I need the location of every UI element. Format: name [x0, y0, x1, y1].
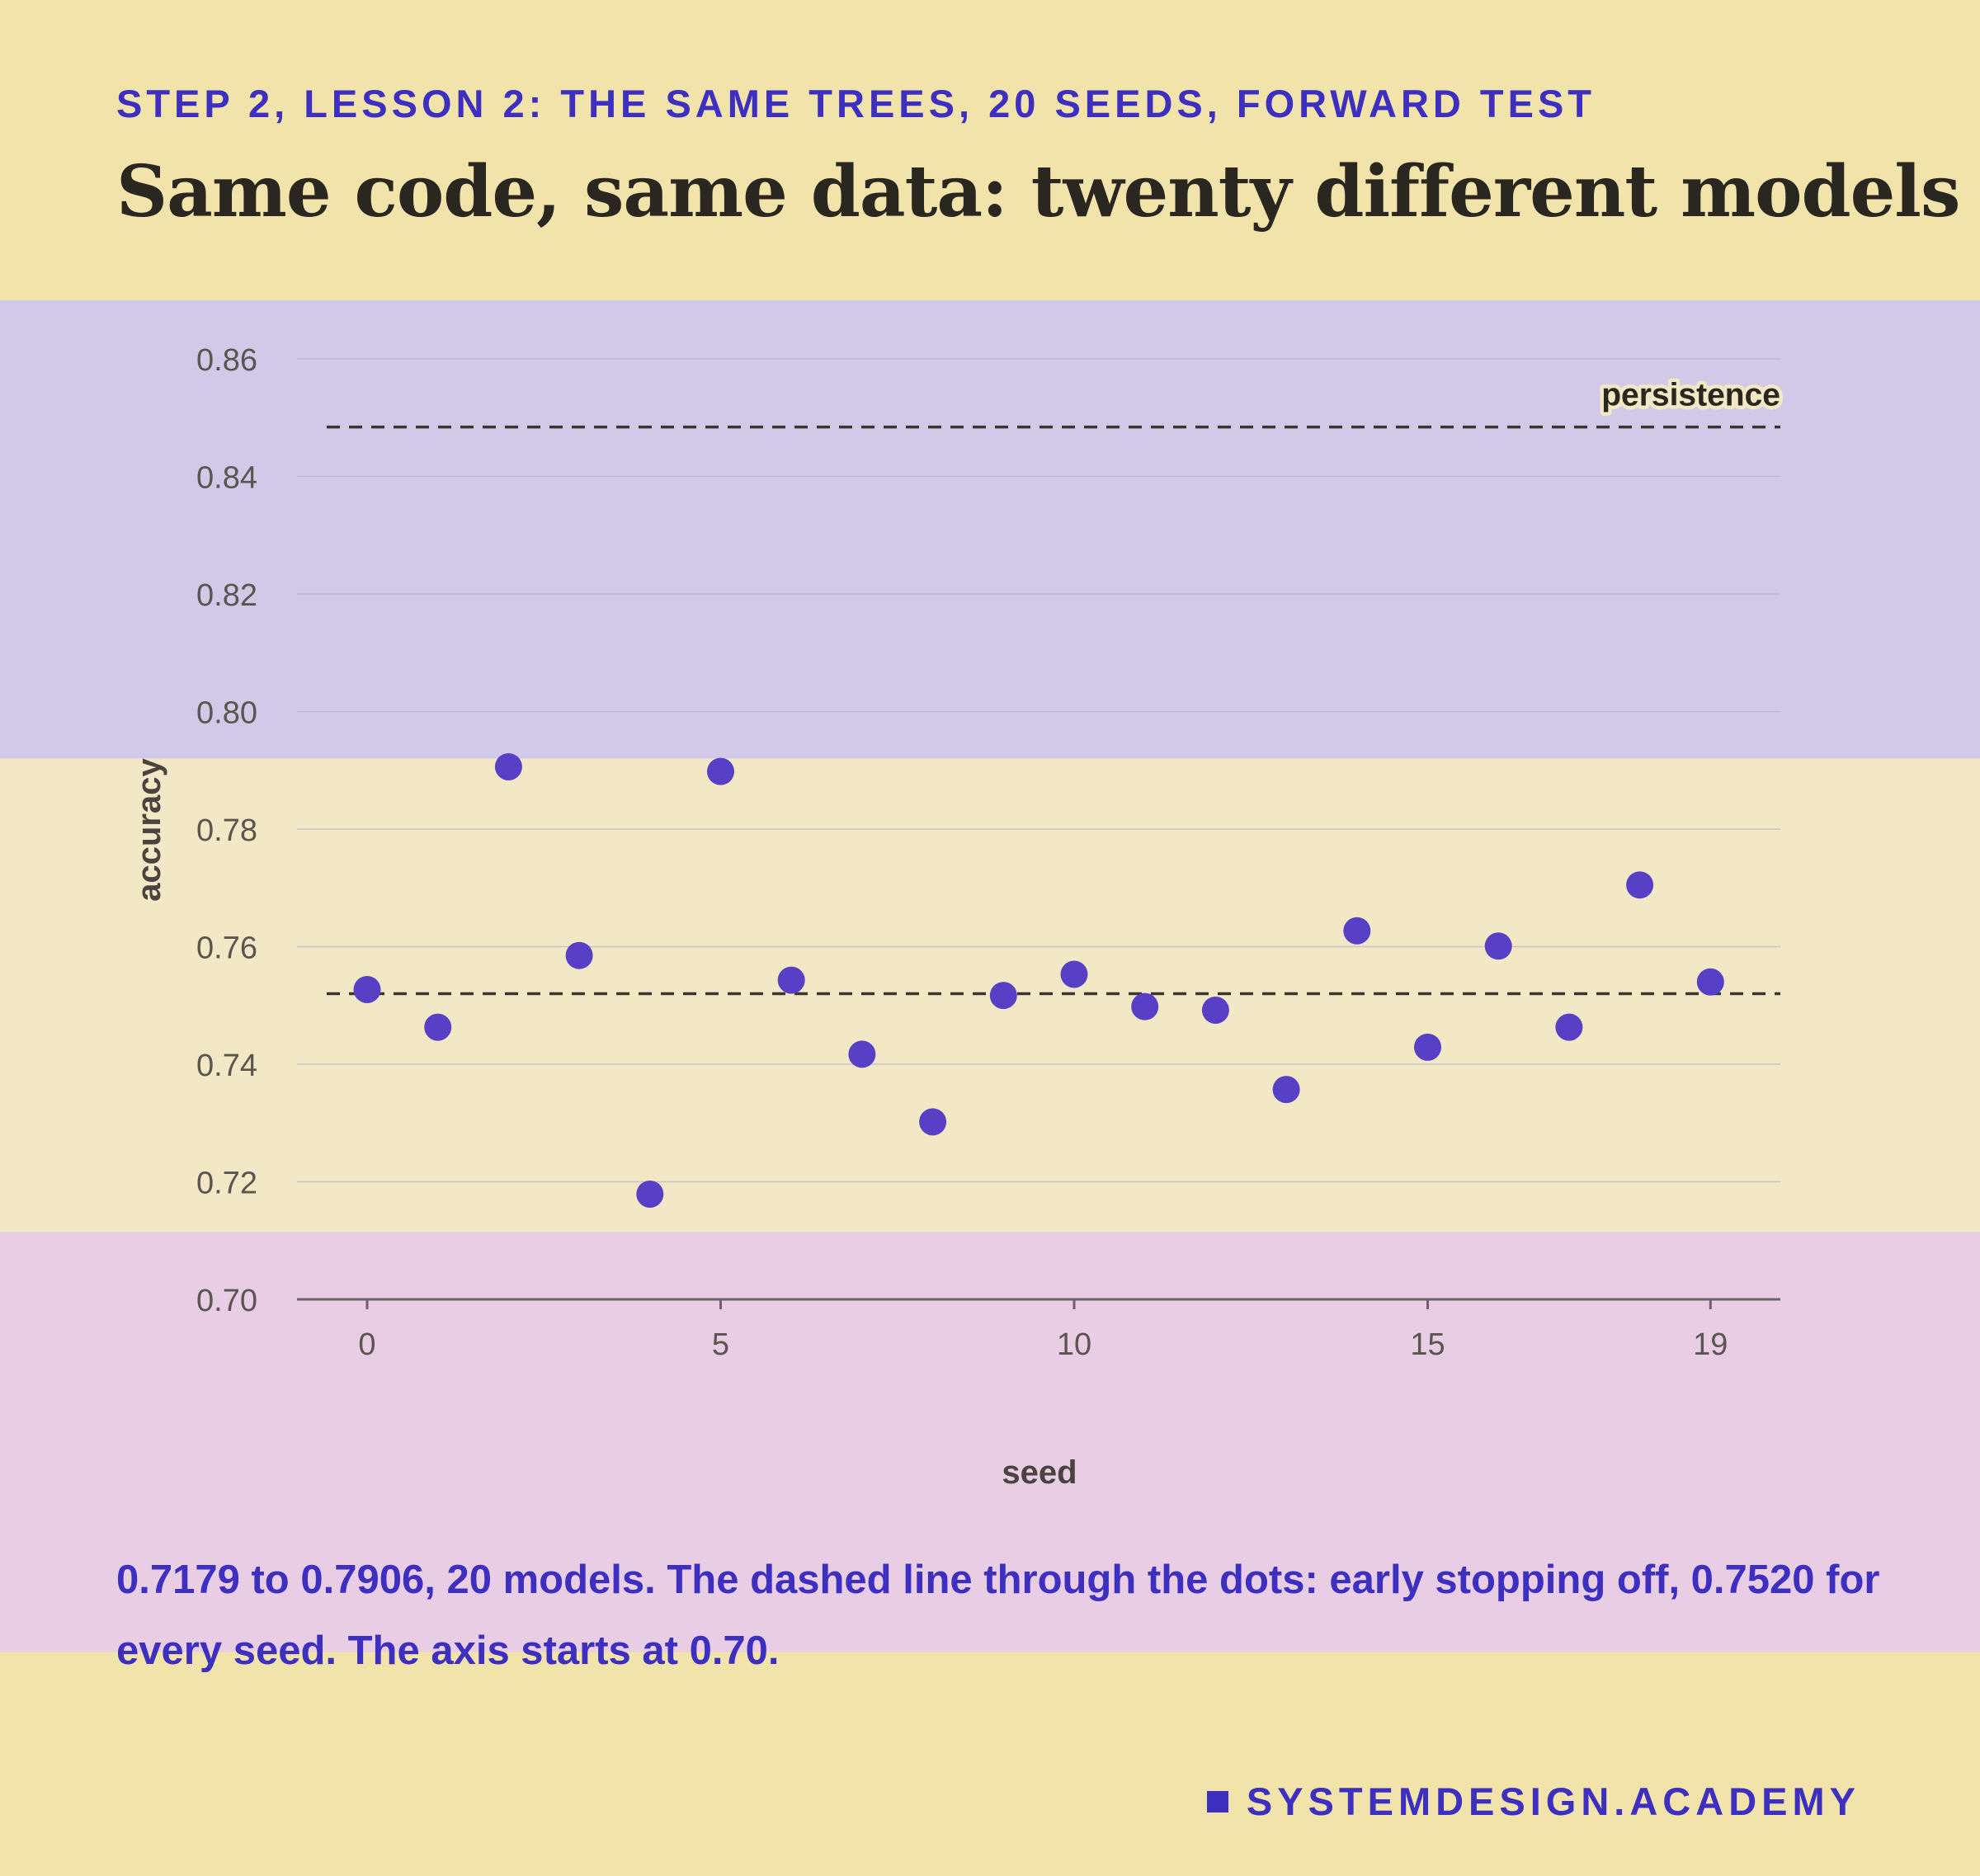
data-point-seed-17 [1555, 1013, 1583, 1041]
y-axis-label: accuracy [131, 758, 167, 902]
data-point-seed-3 [565, 941, 593, 969]
page-title: Same code, same data: twenty different m… [116, 150, 1960, 233]
data-point-seed-6 [777, 966, 805, 994]
data-point-seed-16 [1484, 932, 1512, 960]
x-tick-label: 0 [358, 1327, 375, 1362]
data-point-seed-12 [1201, 996, 1229, 1024]
data-point-seed-1 [424, 1013, 452, 1041]
data-point-seed-15 [1414, 1033, 1441, 1061]
x-tick-label: 19 [1693, 1327, 1728, 1362]
data-point-seed-7 [848, 1040, 876, 1068]
y-tick-label: 0.84 [196, 461, 257, 496]
y-tick-label: 0.70 [196, 1284, 257, 1318]
x-tick-label: 5 [712, 1327, 729, 1362]
data-point-seed-9 [989, 982, 1017, 1010]
data-point-seed-11 [1131, 992, 1159, 1020]
reference-line-label: persistence [1601, 378, 1780, 413]
y-tick-label: 0.74 [196, 1049, 257, 1083]
square-icon [1206, 1790, 1228, 1812]
data-point-seed-14 [1343, 917, 1371, 945]
data-point-seed-19 [1696, 968, 1724, 996]
lesson-kicker: STEP 2, LESSON 2: THE SAME TREES, 20 SEE… [116, 82, 1596, 125]
data-point-seed-10 [1060, 960, 1088, 988]
x-tick-label: 15 [1410, 1327, 1445, 1362]
brand-footer[interactable]: SYSTEMDESIGN.ACADEMY [1206, 1779, 1860, 1824]
background-band-0 [0, 299, 1980, 759]
chart-caption: 0.7179 to 0.7906, 20 models. The dashed … [116, 1558, 1880, 1673]
y-tick-label: 0.78 [196, 813, 257, 848]
x-axis-label: seed [1002, 1454, 1077, 1491]
data-point-seed-4 [636, 1180, 664, 1208]
x-tick-label: 10 [1057, 1327, 1091, 1362]
data-point-seed-0 [353, 976, 381, 1004]
y-tick-label: 0.76 [196, 931, 257, 966]
brand-label: SYSTEMDESIGN.ACADEMY [1246, 1779, 1860, 1823]
y-tick-label: 0.82 [196, 578, 257, 613]
data-point-seed-2 [494, 752, 522, 780]
y-tick-label: 0.80 [196, 696, 257, 731]
data-point-seed-18 [1626, 871, 1654, 899]
y-tick-label: 0.86 [196, 343, 257, 378]
y-tick-label: 0.72 [196, 1167, 257, 1201]
data-point-seed-13 [1272, 1076, 1300, 1104]
data-point-seed-5 [707, 757, 734, 785]
data-point-seed-8 [919, 1108, 947, 1136]
background-band-2 [0, 1232, 1980, 1652]
